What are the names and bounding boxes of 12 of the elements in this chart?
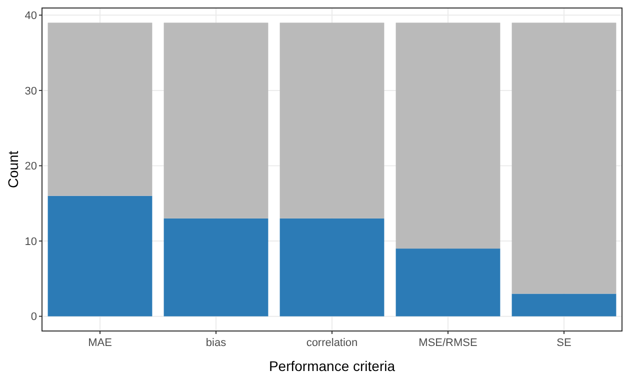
y-tick-label: 10 [24,236,37,248]
y-tick-label: 30 [24,85,37,98]
x-tick-label: MAE [88,337,112,349]
x-tick-label: correlation [306,337,358,349]
x-tick-label: bias [206,337,227,349]
x-axis-title: Performance criteria [268,358,396,374]
y-tick-label: 40 [24,10,37,22]
y-tick-label: 20 [24,160,37,173]
x-tick-label: SE [556,337,572,349]
y-axis-title: Count [5,150,21,188]
y-tick-label: 0 [30,311,37,324]
x-tick-label: MSE/RMSE [418,337,478,349]
